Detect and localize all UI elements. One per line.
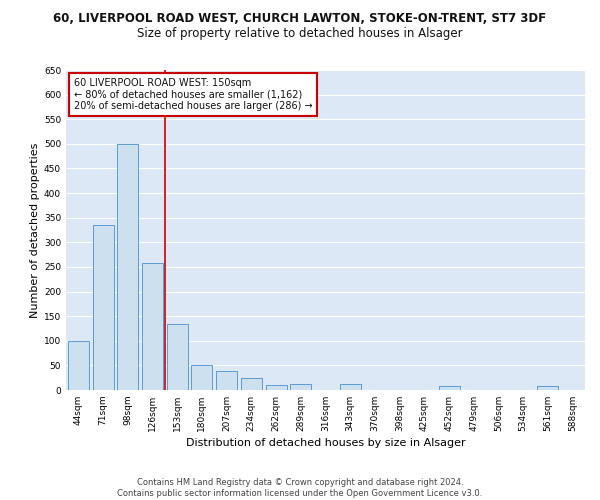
Text: 60 LIVERPOOL ROAD WEST: 150sqm
← 80% of detached houses are smaller (1,162)
20% : 60 LIVERPOOL ROAD WEST: 150sqm ← 80% of … <box>74 78 313 111</box>
Text: 60, LIVERPOOL ROAD WEST, CHURCH LAWTON, STOKE-ON-TRENT, ST7 3DF: 60, LIVERPOOL ROAD WEST, CHURCH LAWTON, … <box>53 12 547 26</box>
Bar <box>266 385 287 390</box>
Bar <box>439 386 460 390</box>
Y-axis label: Number of detached properties: Number of detached properties <box>30 142 40 318</box>
X-axis label: Distribution of detached houses by size in Alsager: Distribution of detached houses by size … <box>185 438 466 448</box>
Bar <box>117 144 138 390</box>
Bar <box>340 384 361 390</box>
Bar <box>538 386 559 390</box>
Text: Contains HM Land Registry data © Crown copyright and database right 2024.
Contai: Contains HM Land Registry data © Crown c… <box>118 478 482 498</box>
Bar <box>241 378 262 390</box>
Bar <box>290 384 311 390</box>
Bar <box>92 225 113 390</box>
Bar <box>167 324 188 390</box>
Bar <box>68 341 89 390</box>
Bar <box>216 372 237 390</box>
Text: Size of property relative to detached houses in Alsager: Size of property relative to detached ho… <box>137 28 463 40</box>
Bar <box>191 366 212 390</box>
Bar <box>142 263 163 390</box>
